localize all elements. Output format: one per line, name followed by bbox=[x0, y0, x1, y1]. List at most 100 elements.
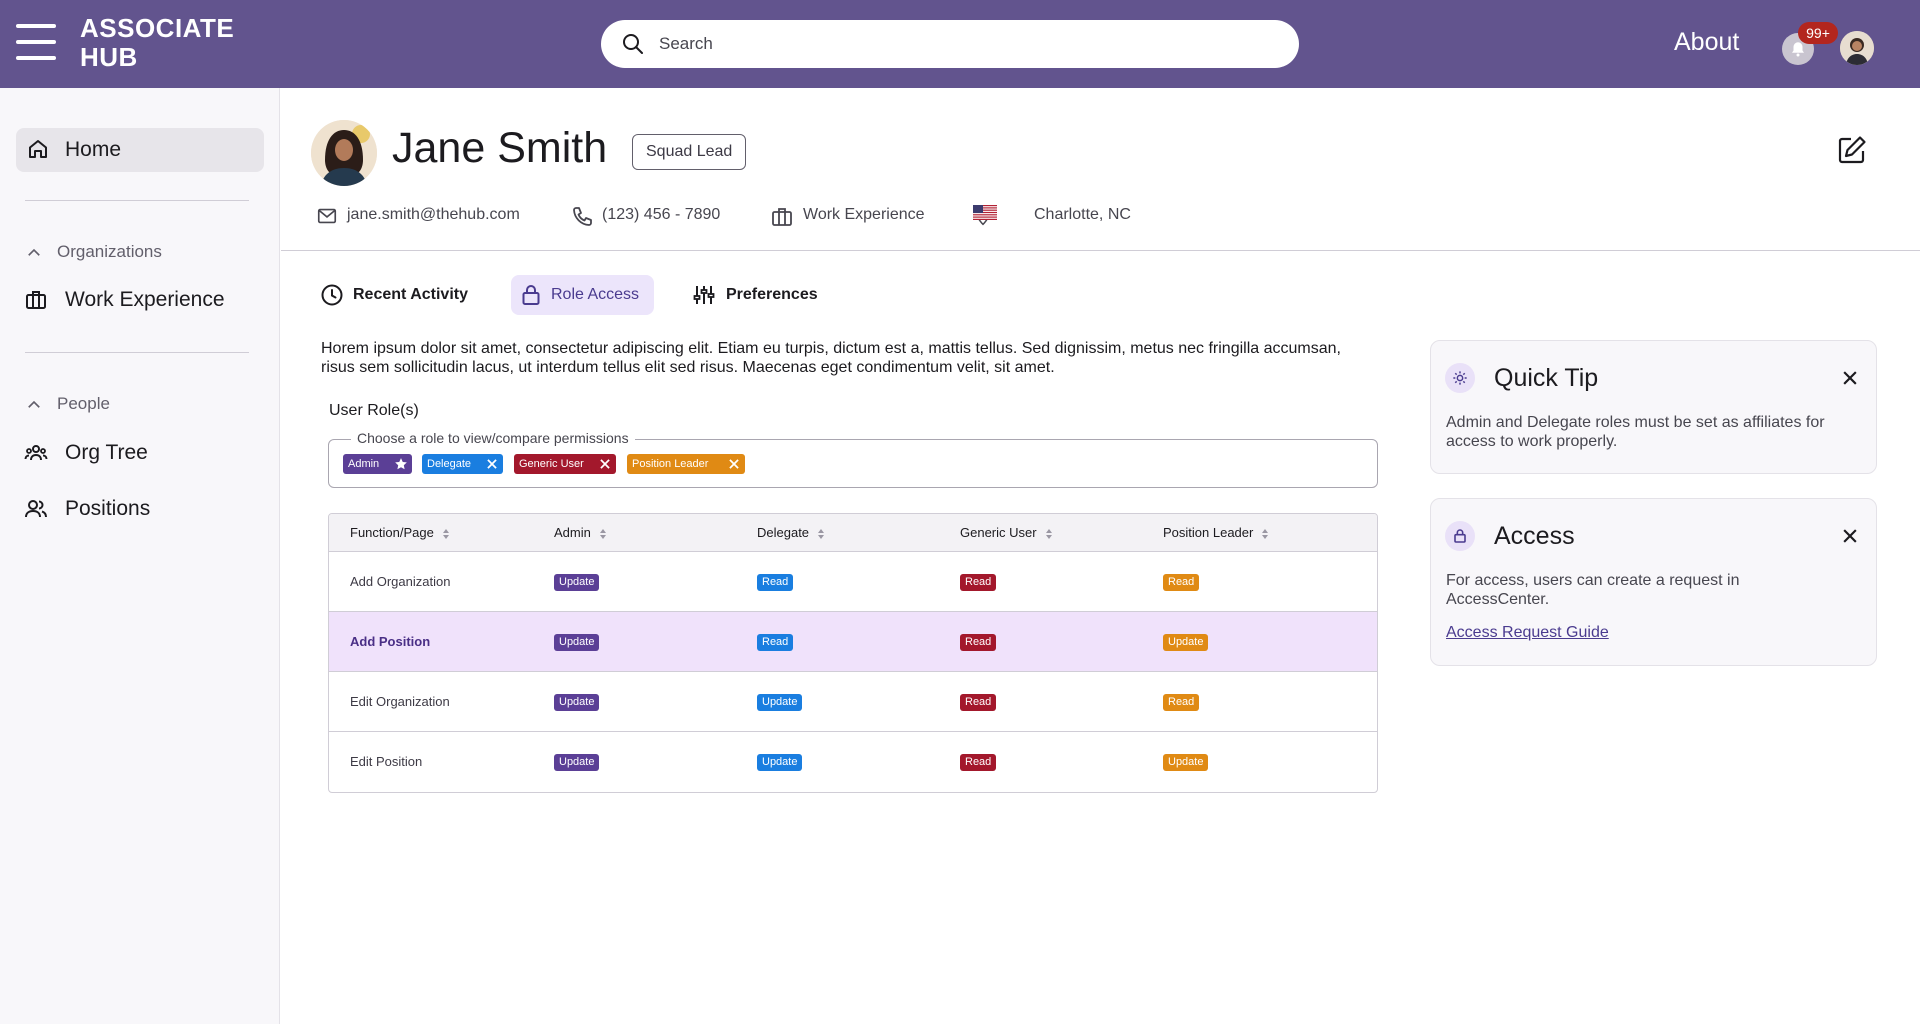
location-text: Charlotte, NC bbox=[1034, 206, 1131, 223]
edit-profile-button[interactable] bbox=[1836, 134, 1868, 166]
table-row[interactable]: Add Position Update Read Read Update bbox=[329, 612, 1377, 672]
close-icon[interactable] bbox=[1840, 526, 1860, 546]
us-flag-icon bbox=[973, 205, 997, 220]
permission-badge: Read bbox=[960, 634, 997, 651]
table-row[interactable]: Edit Position Update Update Read Update bbox=[329, 732, 1377, 792]
contact-email[interactable]: jane.smith@thehub.com bbox=[316, 203, 546, 229]
sort-icon bbox=[1045, 528, 1052, 539]
tab-label: Role Access bbox=[551, 286, 640, 303]
briefcase-icon bbox=[772, 208, 792, 226]
sort-icon bbox=[442, 528, 449, 539]
notifications-button[interactable] bbox=[1782, 33, 1814, 65]
star-icon[interactable] bbox=[394, 457, 408, 471]
clock-icon bbox=[321, 284, 343, 306]
chip-label: Delegate bbox=[427, 458, 472, 470]
bell-icon bbox=[1792, 42, 1804, 57]
sidebar-item-label: Work Experience bbox=[65, 288, 225, 311]
role-chip-position-leader[interactable]: Position Leader bbox=[627, 454, 745, 474]
close-icon[interactable] bbox=[598, 457, 612, 471]
search-input[interactable] bbox=[659, 30, 1259, 58]
row-function-name: Edit Position bbox=[350, 754, 423, 769]
tab-preferences[interactable]: Preferences bbox=[686, 275, 826, 315]
sidebar-item-work-experience[interactable]: Work Experience bbox=[24, 282, 264, 318]
role-select-legend: Choose a role to view/compare permission… bbox=[351, 430, 635, 446]
app-logo[interactable]: ASSOCIATE HUB bbox=[80, 14, 234, 72]
access-request-guide-link[interactable]: Access Request Guide bbox=[1446, 624, 1609, 641]
lock-icon bbox=[522, 285, 540, 305]
permission-badge: Update bbox=[554, 754, 600, 771]
role-chip-delegate[interactable]: Delegate bbox=[422, 454, 503, 474]
tab-label: Recent Activity bbox=[353, 286, 468, 303]
role-chip-admin[interactable]: Admin bbox=[343, 454, 412, 474]
role-chip: Squad Lead bbox=[632, 134, 747, 170]
search-icon bbox=[623, 34, 643, 54]
tip-icon-wrap bbox=[1445, 363, 1475, 393]
contact-work-experience[interactable]: Work Experience bbox=[770, 203, 940, 229]
chip-label: Position Leader bbox=[632, 458, 709, 470]
permission-badge: Read bbox=[1163, 694, 1200, 711]
permission-badge: Update bbox=[554, 634, 600, 651]
column-header-position-leader[interactable]: Position Leader bbox=[1163, 525, 1269, 540]
permission-badge: Read bbox=[960, 694, 997, 711]
briefcase-icon bbox=[26, 291, 46, 309]
sidebar-item-label: Org Tree bbox=[65, 441, 148, 464]
section-title: Organizations bbox=[57, 242, 162, 261]
card-title: Quick Tip bbox=[1494, 364, 1599, 392]
role-select-field[interactable]: Choose a role to view/compare permission… bbox=[328, 430, 1378, 488]
permission-badge: Update bbox=[1163, 754, 1209, 771]
lock-icon bbox=[1454, 529, 1466, 543]
column-header-generic-user[interactable]: Generic User bbox=[960, 525, 1053, 540]
chevron-up-icon bbox=[28, 400, 40, 408]
close-icon[interactable] bbox=[1840, 368, 1860, 388]
column-label: Delegate bbox=[757, 525, 810, 540]
permission-badge: Update bbox=[554, 694, 600, 711]
access-card: Access For access, users can create a re… bbox=[1430, 498, 1877, 666]
close-icon[interactable] bbox=[485, 457, 499, 471]
sort-icon bbox=[818, 528, 825, 539]
mail-icon bbox=[317, 208, 337, 224]
tab-role-access[interactable]: Role Access bbox=[511, 275, 654, 315]
section-title: People bbox=[57, 394, 110, 413]
user-roles-label: User Role(s) bbox=[329, 402, 419, 419]
group-icon bbox=[24, 445, 48, 461]
sidebar-item-positions[interactable]: Positions bbox=[24, 491, 264, 527]
user-avatar[interactable] bbox=[1840, 31, 1874, 65]
sidebar-divider bbox=[25, 352, 249, 353]
chip-label: Admin bbox=[348, 458, 380, 470]
column-header-delegate[interactable]: Delegate bbox=[757, 525, 825, 540]
header-divider bbox=[281, 250, 1920, 251]
column-header-function[interactable]: Function/Page bbox=[350, 525, 450, 540]
close-icon[interactable] bbox=[727, 457, 741, 471]
brand-line-1: ASSOCIATE bbox=[80, 13, 235, 43]
card-title: Access bbox=[1494, 522, 1575, 550]
table-header: Function/Page Admin Delegate Generic Use… bbox=[329, 514, 1377, 552]
notification-badge: 99+ bbox=[1798, 22, 1838, 44]
permission-badge: Read bbox=[960, 754, 997, 771]
profile-name: Jane Smith bbox=[392, 124, 608, 172]
home-icon bbox=[29, 140, 47, 158]
table-row[interactable]: Add Organization Update Read Read Read bbox=[329, 552, 1377, 612]
contact-phone[interactable]: (123) 456 - 7890 bbox=[570, 203, 740, 229]
sidebar-item-label: Home bbox=[65, 138, 122, 161]
about-link[interactable]: About bbox=[1674, 28, 1740, 56]
sidebar-divider bbox=[25, 200, 249, 201]
search-bar[interactable] bbox=[601, 20, 1299, 68]
contact-location: Charlotte, NC bbox=[973, 203, 1143, 229]
email-text: jane.smith@thehub.com bbox=[347, 206, 520, 223]
quick-tip-card: Quick Tip Admin and Delegate roles must … bbox=[1430, 340, 1877, 474]
sidebar-item-org-tree[interactable]: Org Tree bbox=[24, 435, 264, 471]
table-row[interactable]: Edit Organization Update Update Read Rea… bbox=[329, 672, 1377, 732]
tab-label: Preferences bbox=[726, 286, 818, 303]
brand-line-2: HUB bbox=[80, 42, 138, 72]
tab-recent-activity[interactable]: Recent Activity bbox=[312, 275, 476, 315]
permission-badge: Update bbox=[554, 574, 600, 591]
sidebar-item-home[interactable]: Home bbox=[16, 128, 264, 172]
lightbulb-icon bbox=[1453, 371, 1467, 385]
card-body: Admin and Delegate roles must be set as … bbox=[1446, 414, 1825, 450]
role-chip-generic-user[interactable]: Generic User bbox=[514, 454, 616, 474]
menu-icon[interactable] bbox=[16, 22, 56, 62]
chip-label: Generic User bbox=[519, 458, 584, 470]
access-icon-wrap bbox=[1445, 521, 1475, 551]
sidebar-item-label: Positions bbox=[65, 497, 151, 520]
column-header-admin[interactable]: Admin bbox=[554, 525, 607, 540]
